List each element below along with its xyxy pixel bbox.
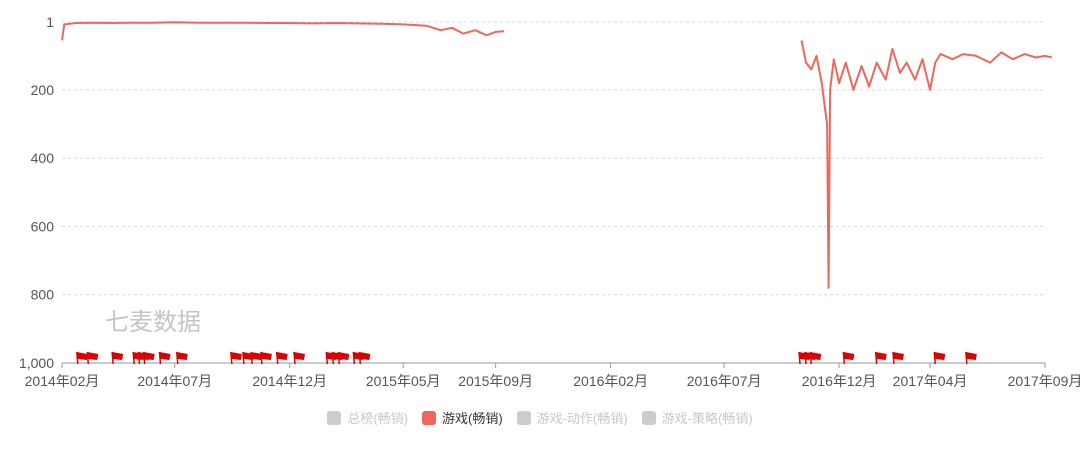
legend-label: 游戏-策略(畅销) xyxy=(661,411,753,426)
x-tick-label: 2014年07月 xyxy=(137,373,212,389)
chart-legend: 总榜(畅销) 游戏(畅销) 游戏-动作(畅销) 游戏-策略(畅销) xyxy=(0,408,1080,427)
series-line-games-grossing xyxy=(61,21,504,41)
x-tick-label: 2015年05月 xyxy=(366,373,441,389)
x-tick-label: 2014年02月 xyxy=(25,373,100,389)
event-flag-icon xyxy=(86,351,99,365)
event-flag-icon xyxy=(874,351,887,365)
series-lines xyxy=(61,21,1053,289)
x-tick-label: 2014年12月 xyxy=(252,373,327,389)
event-flag-icon xyxy=(842,351,855,365)
legend-swatch xyxy=(516,410,531,425)
event-flag-icon xyxy=(809,351,822,365)
x-tick-label: 2017年04月 xyxy=(893,373,968,389)
x-tick-label: 2017年09月 xyxy=(1008,373,1080,389)
legend-item-games-strategy[interactable]: 游戏-策略(畅销) xyxy=(641,408,753,427)
event-flag-icon xyxy=(293,351,305,365)
x-tick-label: 2015年09月 xyxy=(458,373,533,389)
event-flags xyxy=(76,351,977,365)
legend-swatch xyxy=(641,410,656,425)
event-flag-icon xyxy=(892,351,904,365)
x-tick-label: 2016年12月 xyxy=(802,373,877,389)
event-flag-icon xyxy=(111,351,124,365)
legend-swatch xyxy=(422,410,436,425)
watermark: 七麦数据 xyxy=(105,309,201,336)
legend-label: 游戏(畅销) xyxy=(442,411,503,426)
y-tick-label: 1,000 xyxy=(19,355,54,371)
event-flag-icon xyxy=(175,351,188,365)
legend-label: 游戏-动作(畅销) xyxy=(536,411,628,426)
series-line-games-grossing xyxy=(800,40,1053,289)
event-flag-icon xyxy=(76,351,88,365)
event-flag-icon xyxy=(260,351,272,365)
y-tick-label: 400 xyxy=(31,150,55,166)
y-tick-label: 1 xyxy=(46,14,54,30)
event-flag-icon xyxy=(358,351,371,365)
x-tick-label: 2016年07月 xyxy=(687,373,762,389)
legend-swatch xyxy=(327,410,342,425)
x-tick-label: 2016年02月 xyxy=(573,373,648,389)
legend-item-games-action[interactable]: 游戏-动作(畅销) xyxy=(516,408,628,427)
event-flag-icon xyxy=(250,351,263,365)
legend-item-overall[interactable]: 总榜(畅销) xyxy=(327,408,408,427)
y-tick-label: 200 xyxy=(31,82,55,98)
event-flag-icon xyxy=(230,351,242,365)
event-flag-icon xyxy=(965,351,977,365)
event-flag-icon xyxy=(275,351,288,365)
event-flag-icon xyxy=(158,351,171,365)
event-flag-icon xyxy=(142,351,155,365)
y-tick-label: 600 xyxy=(31,218,55,234)
y-axis-ticks: 1 200 400 600 800 1,000 xyxy=(19,14,54,371)
legend-label: 总榜(畅销) xyxy=(347,411,408,426)
x-axis-ticks: 2014年02月 2014年07月 2014年12月 2015年05月 2015年09月… xyxy=(25,363,1080,389)
legend-item-games[interactable]: 游戏(畅销) xyxy=(422,408,503,427)
event-flag-icon xyxy=(933,351,946,365)
event-flag-icon xyxy=(337,351,350,365)
y-tick-label: 800 xyxy=(31,287,55,303)
